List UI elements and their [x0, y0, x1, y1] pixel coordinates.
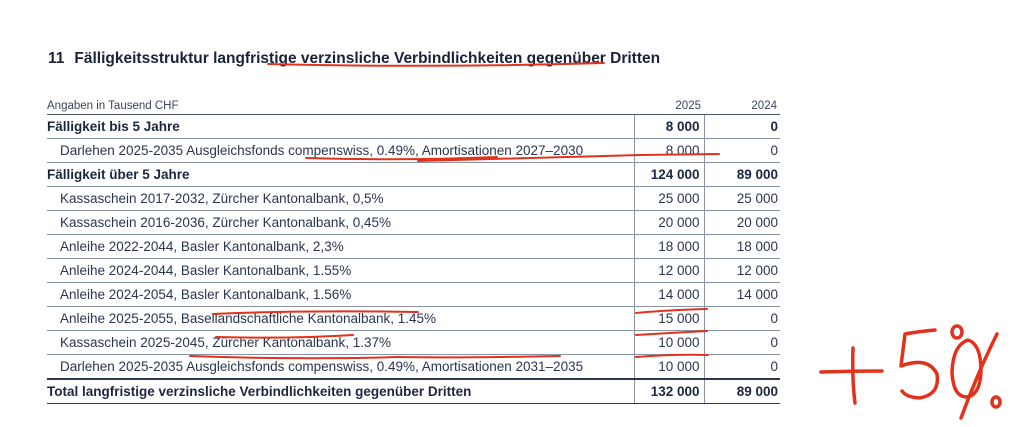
- section-title: Fälligkeitsstruktur langfristige verzins…: [74, 50, 661, 67]
- table-header-row: Angaben in Tausend CHF 2025 2024: [47, 97, 780, 115]
- row-label: Anleihe 2024-2054, Basler Kantonalbank, …: [47, 282, 634, 307]
- group-row-over-5-years: Fälligkeit über 5 Jahre 124 000 89 000: [47, 162, 780, 187]
- row-label: Total langfristige verzinsliche Verbindl…: [47, 378, 634, 404]
- value-2025: 25 000: [633, 186, 705, 211]
- table-row: Kassaschein 2016-2036, Zürcher Kantonalb…: [47, 210, 780, 235]
- value-2025: 132 000: [633, 378, 705, 404]
- table-row: Anleihe 2024-2044, Basler Kantonalbank, …: [47, 258, 780, 283]
- value-2024: 18 000: [704, 234, 780, 259]
- column-header-2025: 2025: [634, 97, 704, 115]
- row-label: Anleihe 2025-2055, Basellandschaftliche …: [47, 306, 634, 331]
- maturity-table: Angaben in Tausend CHF 2025 2024 Fälligk…: [47, 97, 780, 404]
- total-row: Total langfristige verzinsliche Verbindl…: [47, 378, 780, 404]
- handwritten-plus-fifty-percent: [819, 324, 1002, 420]
- value-2025: 14 000: [633, 282, 705, 307]
- value-2024: 25 000: [704, 186, 780, 211]
- value-2024: 89 000: [704, 162, 780, 187]
- value-2024: 12 000: [704, 258, 780, 283]
- section-number: 11: [48, 50, 65, 67]
- value-2025: 10 000: [633, 354, 705, 380]
- row-label: Darlehen 2025-2035 Ausgleichsfonds compe…: [47, 138, 634, 163]
- table-row: Kassaschein 2017-2032, Zürcher Kantonalb…: [47, 186, 780, 211]
- row-label: Anleihe 2024-2044, Basler Kantonalbank, …: [47, 258, 634, 283]
- value-2024: 20 000: [704, 210, 780, 235]
- table-row: Darlehen 2025-2035 Ausgleichsfonds compe…: [47, 354, 780, 380]
- row-label: Kassaschein 2016-2036, Zürcher Kantonalb…: [47, 210, 634, 235]
- value-2025: 20 000: [633, 210, 705, 235]
- value-2025: 8 000: [633, 138, 705, 163]
- value-2024: 0: [704, 306, 780, 331]
- column-header-2024: 2024: [704, 97, 780, 115]
- row-label: Fälligkeit über 5 Jahre: [47, 162, 634, 187]
- group-row-up-to-5-years: Fälligkeit bis 5 Jahre 8 000 0: [47, 114, 780, 139]
- table-row: Anleihe 2025-2055, Basellandschaftliche …: [47, 306, 780, 331]
- row-label: Kassaschein 2017-2032, Zürcher Kantonalb…: [47, 186, 634, 211]
- table-row: Anleihe 2024-2054, Basler Kantonalbank, …: [47, 282, 780, 307]
- value-2024: 89 000: [704, 378, 780, 404]
- value-2025: 8 000: [633, 114, 705, 139]
- table-row: Darlehen 2025-2035 Ausgleichsfonds compe…: [47, 138, 780, 163]
- value-2025: 12 000: [633, 258, 705, 283]
- value-2024: 14 000: [704, 282, 780, 307]
- section-heading: 11 Fälligkeitsstruktur langfristige verzi…: [48, 50, 660, 68]
- value-2025: 10 000: [633, 330, 705, 355]
- value-2024: 0: [704, 330, 780, 355]
- table-row: Kassaschein 2025-2045, Zürcher Kantonalb…: [47, 330, 780, 355]
- row-label: Anleihe 2022-2044, Basler Kantonalbank, …: [47, 234, 634, 259]
- row-label: Darlehen 2025-2035 Ausgleichsfonds compe…: [47, 354, 634, 380]
- row-label: Kassaschein 2025-2045, Zürcher Kantonalb…: [47, 330, 634, 355]
- value-2024: 0: [704, 354, 780, 380]
- value-2025: 15 000: [633, 306, 705, 331]
- row-label: Fälligkeit bis 5 Jahre: [47, 114, 634, 139]
- value-2024: 0: [704, 138, 780, 163]
- value-2024: 0: [704, 114, 780, 139]
- value-2025: 18 000: [633, 234, 705, 259]
- table-row: Anleihe 2022-2044, Basler Kantonalbank, …: [47, 234, 780, 259]
- unit-label: Angaben in Tausend CHF: [47, 97, 634, 115]
- value-2025: 124 000: [633, 162, 705, 187]
